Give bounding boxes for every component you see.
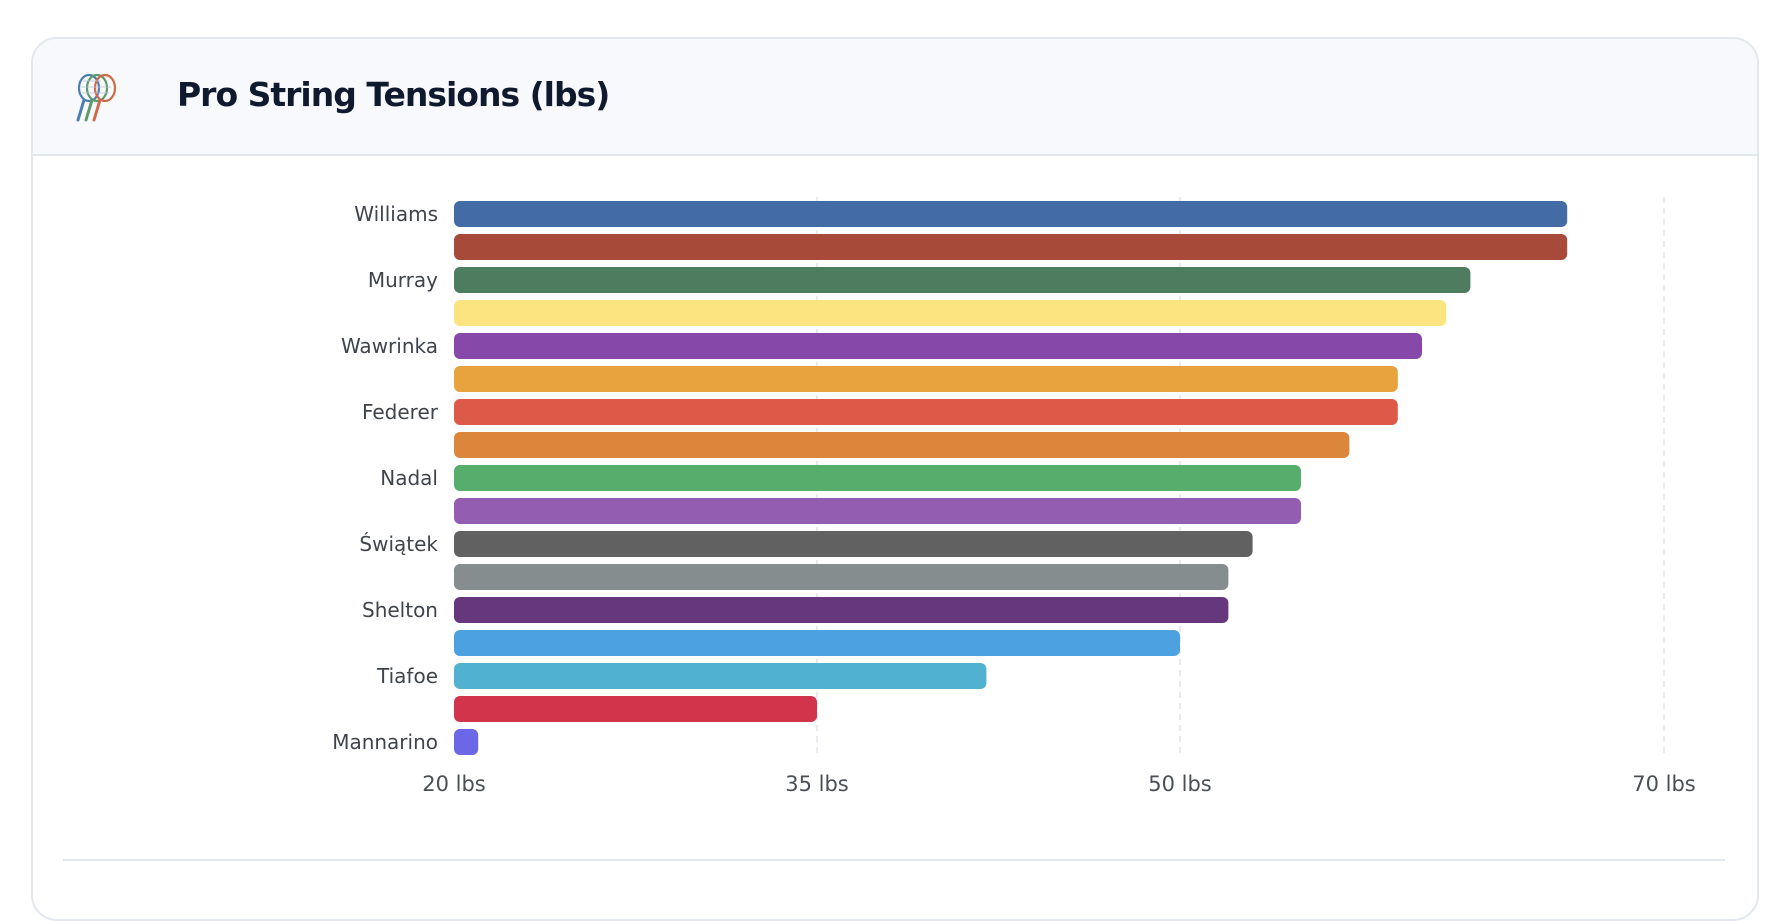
category-label: Wawrinka [341, 334, 438, 358]
bar[interactable] [454, 300, 1447, 326]
bar[interactable] [454, 498, 1301, 524]
bar[interactable] [454, 333, 1422, 359]
bar-chart: Williams Murray Wawrinka Federer Nadal Świąte… [332, 197, 1696, 796]
bar[interactable] [454, 234, 1568, 260]
bar[interactable] [454, 366, 1398, 392]
category-label: Tiafoe [376, 664, 438, 688]
category-label: Mannarino [332, 730, 438, 754]
bar[interactable] [454, 630, 1180, 656]
category-labels: Williams Murray Wawrinka Federer Nadal Świąte… [332, 202, 439, 754]
category-label: Nadal [380, 466, 438, 490]
bar[interactable] [454, 663, 987, 689]
x-axis-ticks: 20 lbs 35 lbs 50 lbs 70 lbs [422, 772, 1696, 796]
bar[interactable] [454, 432, 1350, 458]
category-label: Williams [354, 202, 438, 226]
x-tick-label: 20 lbs [422, 772, 486, 796]
bar[interactable] [454, 201, 1568, 227]
tennis-racquets-icon [76, 73, 117, 122]
bar[interactable] [454, 597, 1229, 623]
chart-title: Pro String Tensions (lbs) [177, 75, 610, 114]
category-label: Shelton [362, 598, 438, 622]
chart-card: Pro String Tensions (lbs) [31, 37, 1759, 921]
category-label: Federer [362, 400, 439, 424]
bar[interactable] [454, 729, 479, 755]
x-tick-label: 35 lbs [785, 772, 849, 796]
card-header: Pro String Tensions (lbs) [33, 39, 1757, 156]
bar[interactable] [454, 531, 1253, 557]
bar[interactable] [454, 564, 1229, 590]
bars [454, 201, 1568, 755]
card-footer-divider [63, 859, 1725, 861]
bar[interactable] [454, 267, 1471, 293]
x-tick-label: 50 lbs [1148, 772, 1212, 796]
category-label: Murray [368, 268, 438, 292]
bar[interactable] [454, 399, 1398, 425]
category-label: Świątek [359, 532, 438, 556]
x-tick-label: 70 lbs [1632, 772, 1696, 796]
bar[interactable] [454, 465, 1301, 491]
bar[interactable] [454, 696, 817, 722]
